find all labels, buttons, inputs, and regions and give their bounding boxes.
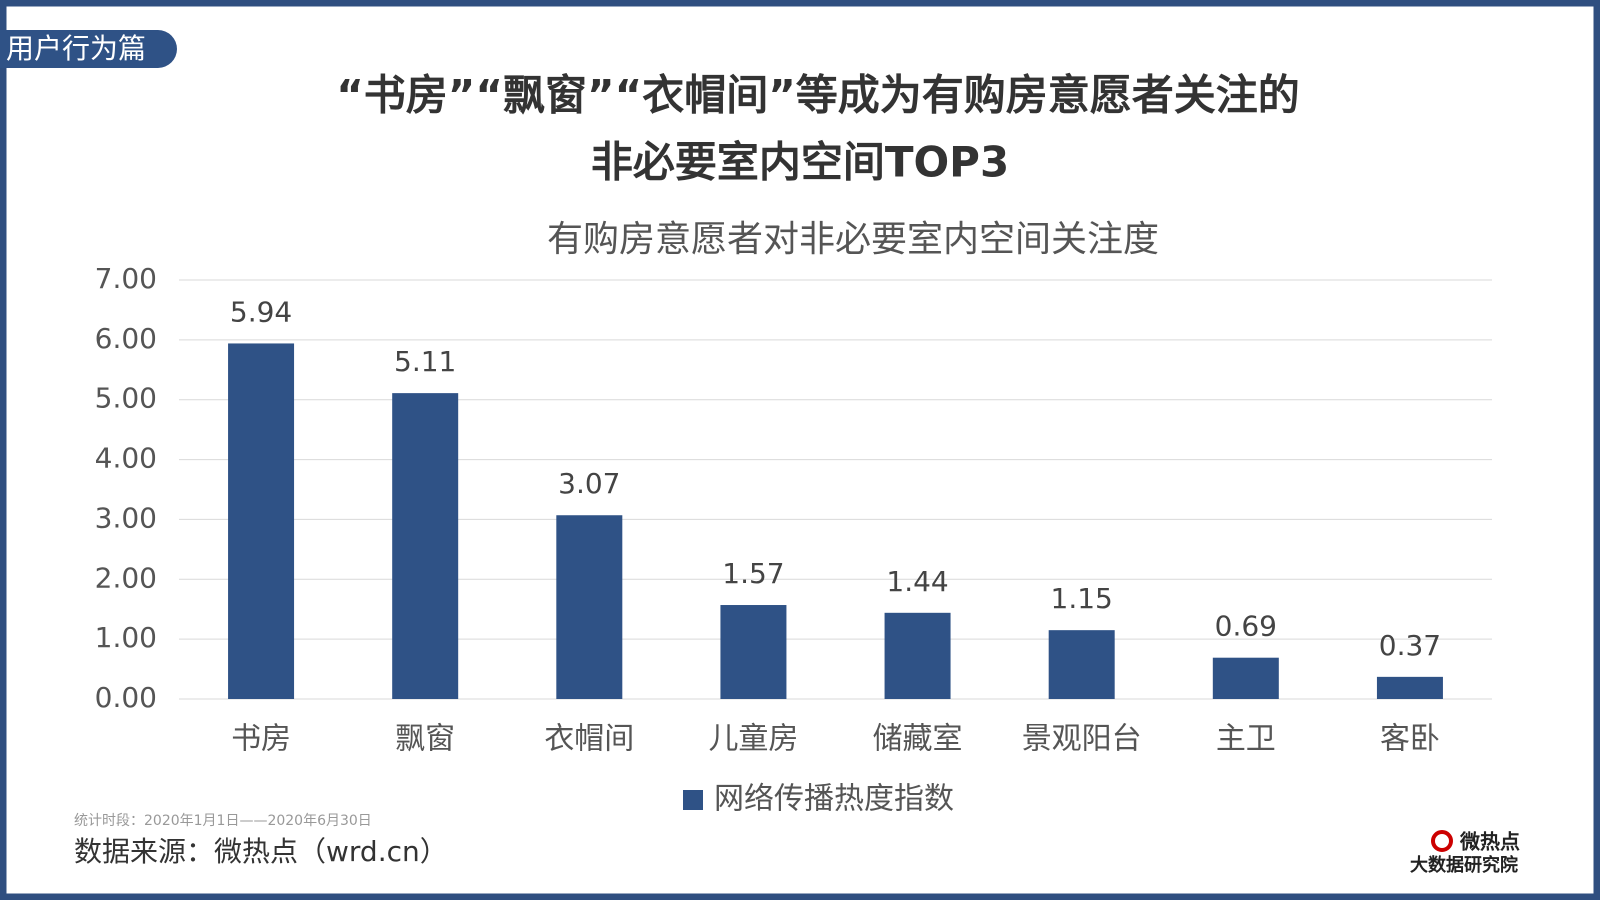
legend-label: 网络传播热度指数 [714, 782, 954, 817]
headline: 非必要室内空间TOP3 [591, 138, 1009, 187]
x-tick-label: 景观阳台 [1022, 722, 1142, 757]
value-label: 0.37 [1379, 629, 1441, 662]
value-label: 5.11 [394, 345, 456, 378]
chart-title: 有购房意愿者对非必要室内空间关注度 [547, 219, 1159, 260]
bar [720, 605, 787, 699]
x-tick-label: 客卧 [1380, 722, 1440, 757]
bar [556, 515, 623, 699]
bar [1048, 630, 1115, 699]
x-tick-label: 储藏室 [873, 722, 963, 757]
y-tick-label: 6.00 [95, 322, 157, 355]
x-tick-label: 飘窗 [395, 722, 455, 757]
x-tick-label: 书房 [231, 722, 291, 757]
x-tick-label: 儿童房 [708, 722, 798, 757]
logo: 大数据研究院 [1410, 854, 1518, 876]
bar [228, 343, 295, 699]
y-tick-label: 5.00 [95, 382, 157, 415]
headline: “书房”“飘窗”“衣帽间”等成为有购房意愿者关注的 [336, 71, 1300, 120]
bar [884, 612, 951, 699]
period-note: 统计时段：2020年1月1日——2020年6月30日 [74, 813, 372, 829]
value-label: 1.57 [722, 557, 784, 590]
value-label: 0.69 [1215, 610, 1277, 643]
logo: 微热点 [1459, 830, 1520, 854]
value-label: 1.44 [886, 565, 948, 598]
y-tick-label: 4.00 [95, 442, 157, 475]
logo-icon [1431, 830, 1453, 852]
bar [392, 393, 459, 699]
y-tick-label: 2.00 [95, 561, 157, 594]
y-tick-label: 7.00 [95, 262, 157, 295]
y-tick-label: 3.00 [95, 501, 157, 534]
bar [1212, 657, 1279, 699]
source-note: 数据来源：微热点（wrd.cn） [74, 835, 448, 868]
value-label: 1.15 [1051, 582, 1113, 615]
value-label: 5.94 [230, 295, 292, 328]
value-label: 3.07 [558, 467, 620, 500]
x-tick-label: 衣帽间 [544, 722, 634, 757]
tag: 用户行为篇 [6, 32, 146, 65]
y-tick-label: 1.00 [95, 621, 157, 654]
bar [1376, 676, 1443, 699]
y-tick-label: 0.00 [95, 681, 157, 714]
tag-bg [0, 30, 177, 68]
x-tick-label: 主卫 [1216, 722, 1276, 757]
legend-swatch [683, 790, 703, 810]
